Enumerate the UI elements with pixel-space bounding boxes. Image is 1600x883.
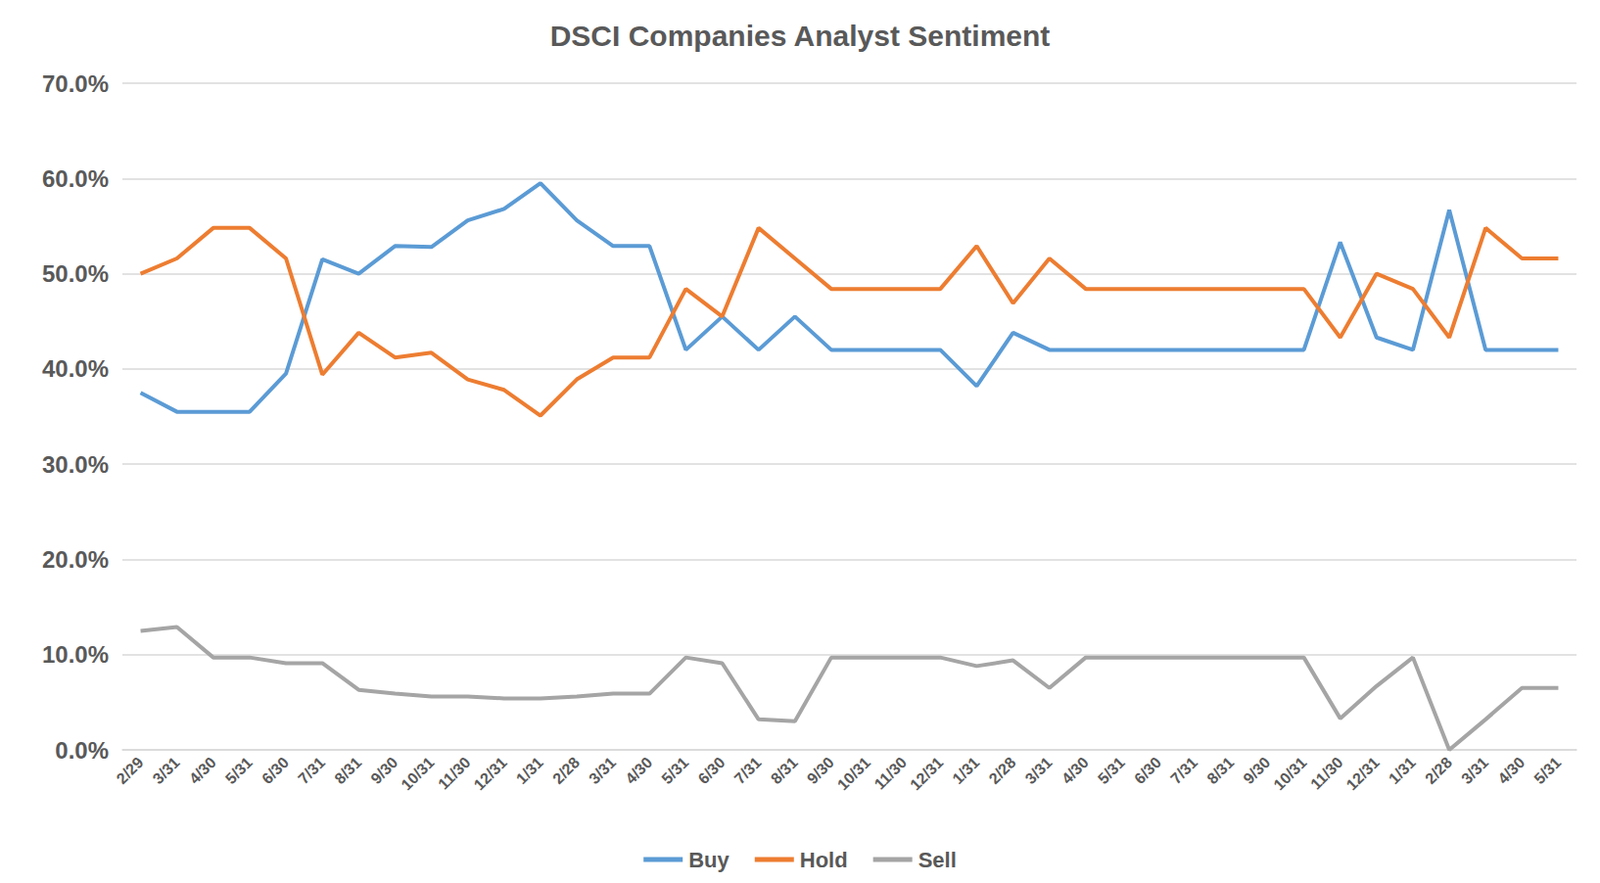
svg-text:5/31: 5/31 <box>658 753 692 788</box>
svg-text:1/31: 1/31 <box>1385 753 1419 788</box>
svg-text:2/28: 2/28 <box>1421 753 1456 788</box>
svg-text:Hold: Hold <box>800 847 848 873</box>
svg-text:0.0%: 0.0% <box>54 737 109 764</box>
svg-text:30.0%: 30.0% <box>42 451 109 478</box>
svg-text:6/30: 6/30 <box>258 753 292 788</box>
svg-text:40.0%: 40.0% <box>42 355 109 382</box>
svg-text:4/30: 4/30 <box>186 753 220 788</box>
svg-text:8/31: 8/31 <box>767 753 801 788</box>
svg-text:10/31: 10/31 <box>397 753 437 794</box>
svg-text:6/30: 6/30 <box>1130 753 1165 788</box>
svg-text:7/31: 7/31 <box>294 753 329 788</box>
svg-text:60.0%: 60.0% <box>42 165 109 192</box>
svg-text:7/31: 7/31 <box>731 753 765 788</box>
svg-text:11/30: 11/30 <box>1307 753 1347 794</box>
svg-text:1/31: 1/31 <box>513 753 547 788</box>
svg-text:3/31: 3/31 <box>585 753 619 788</box>
svg-text:10/31: 10/31 <box>834 753 874 794</box>
svg-text:20.0%: 20.0% <box>42 546 109 573</box>
svg-text:Sell: Sell <box>918 847 957 873</box>
svg-text:10/31: 10/31 <box>1270 753 1310 794</box>
svg-text:2/29: 2/29 <box>113 753 147 788</box>
svg-text:9/30: 9/30 <box>367 753 401 788</box>
svg-text:50.0%: 50.0% <box>42 260 109 287</box>
svg-text:DSCI Companies Analyst Sentime: DSCI Companies Analyst Sentiment <box>550 19 1051 52</box>
svg-text:5/31: 5/31 <box>1094 753 1129 788</box>
svg-text:12/31: 12/31 <box>470 753 511 794</box>
svg-text:70.0%: 70.0% <box>42 70 109 97</box>
svg-text:Buy: Buy <box>688 847 730 873</box>
svg-text:2/28: 2/28 <box>549 753 583 788</box>
svg-text:5/31: 5/31 <box>222 753 256 788</box>
svg-text:10.0%: 10.0% <box>42 641 109 668</box>
svg-text:12/31: 12/31 <box>906 753 946 794</box>
svg-text:4/30: 4/30 <box>621 753 656 788</box>
svg-text:9/30: 9/30 <box>803 753 838 788</box>
svg-text:4/30: 4/30 <box>1058 753 1092 788</box>
svg-text:3/31: 3/31 <box>1022 753 1056 788</box>
svg-text:3/31: 3/31 <box>1458 753 1492 788</box>
svg-text:11/30: 11/30 <box>434 753 474 794</box>
svg-text:8/31: 8/31 <box>330 753 365 788</box>
svg-text:12/31: 12/31 <box>1343 753 1383 794</box>
svg-text:8/31: 8/31 <box>1203 753 1237 788</box>
svg-text:6/30: 6/30 <box>695 753 729 788</box>
svg-text:1/31: 1/31 <box>948 753 983 788</box>
svg-text:9/30: 9/30 <box>1239 753 1273 788</box>
svg-text:7/31: 7/31 <box>1167 753 1201 788</box>
svg-text:3/31: 3/31 <box>149 753 184 788</box>
svg-text:4/30: 4/30 <box>1494 753 1528 788</box>
svg-text:11/30: 11/30 <box>871 753 911 794</box>
svg-text:2/28: 2/28 <box>986 753 1020 788</box>
svg-text:5/31: 5/31 <box>1530 753 1564 788</box>
